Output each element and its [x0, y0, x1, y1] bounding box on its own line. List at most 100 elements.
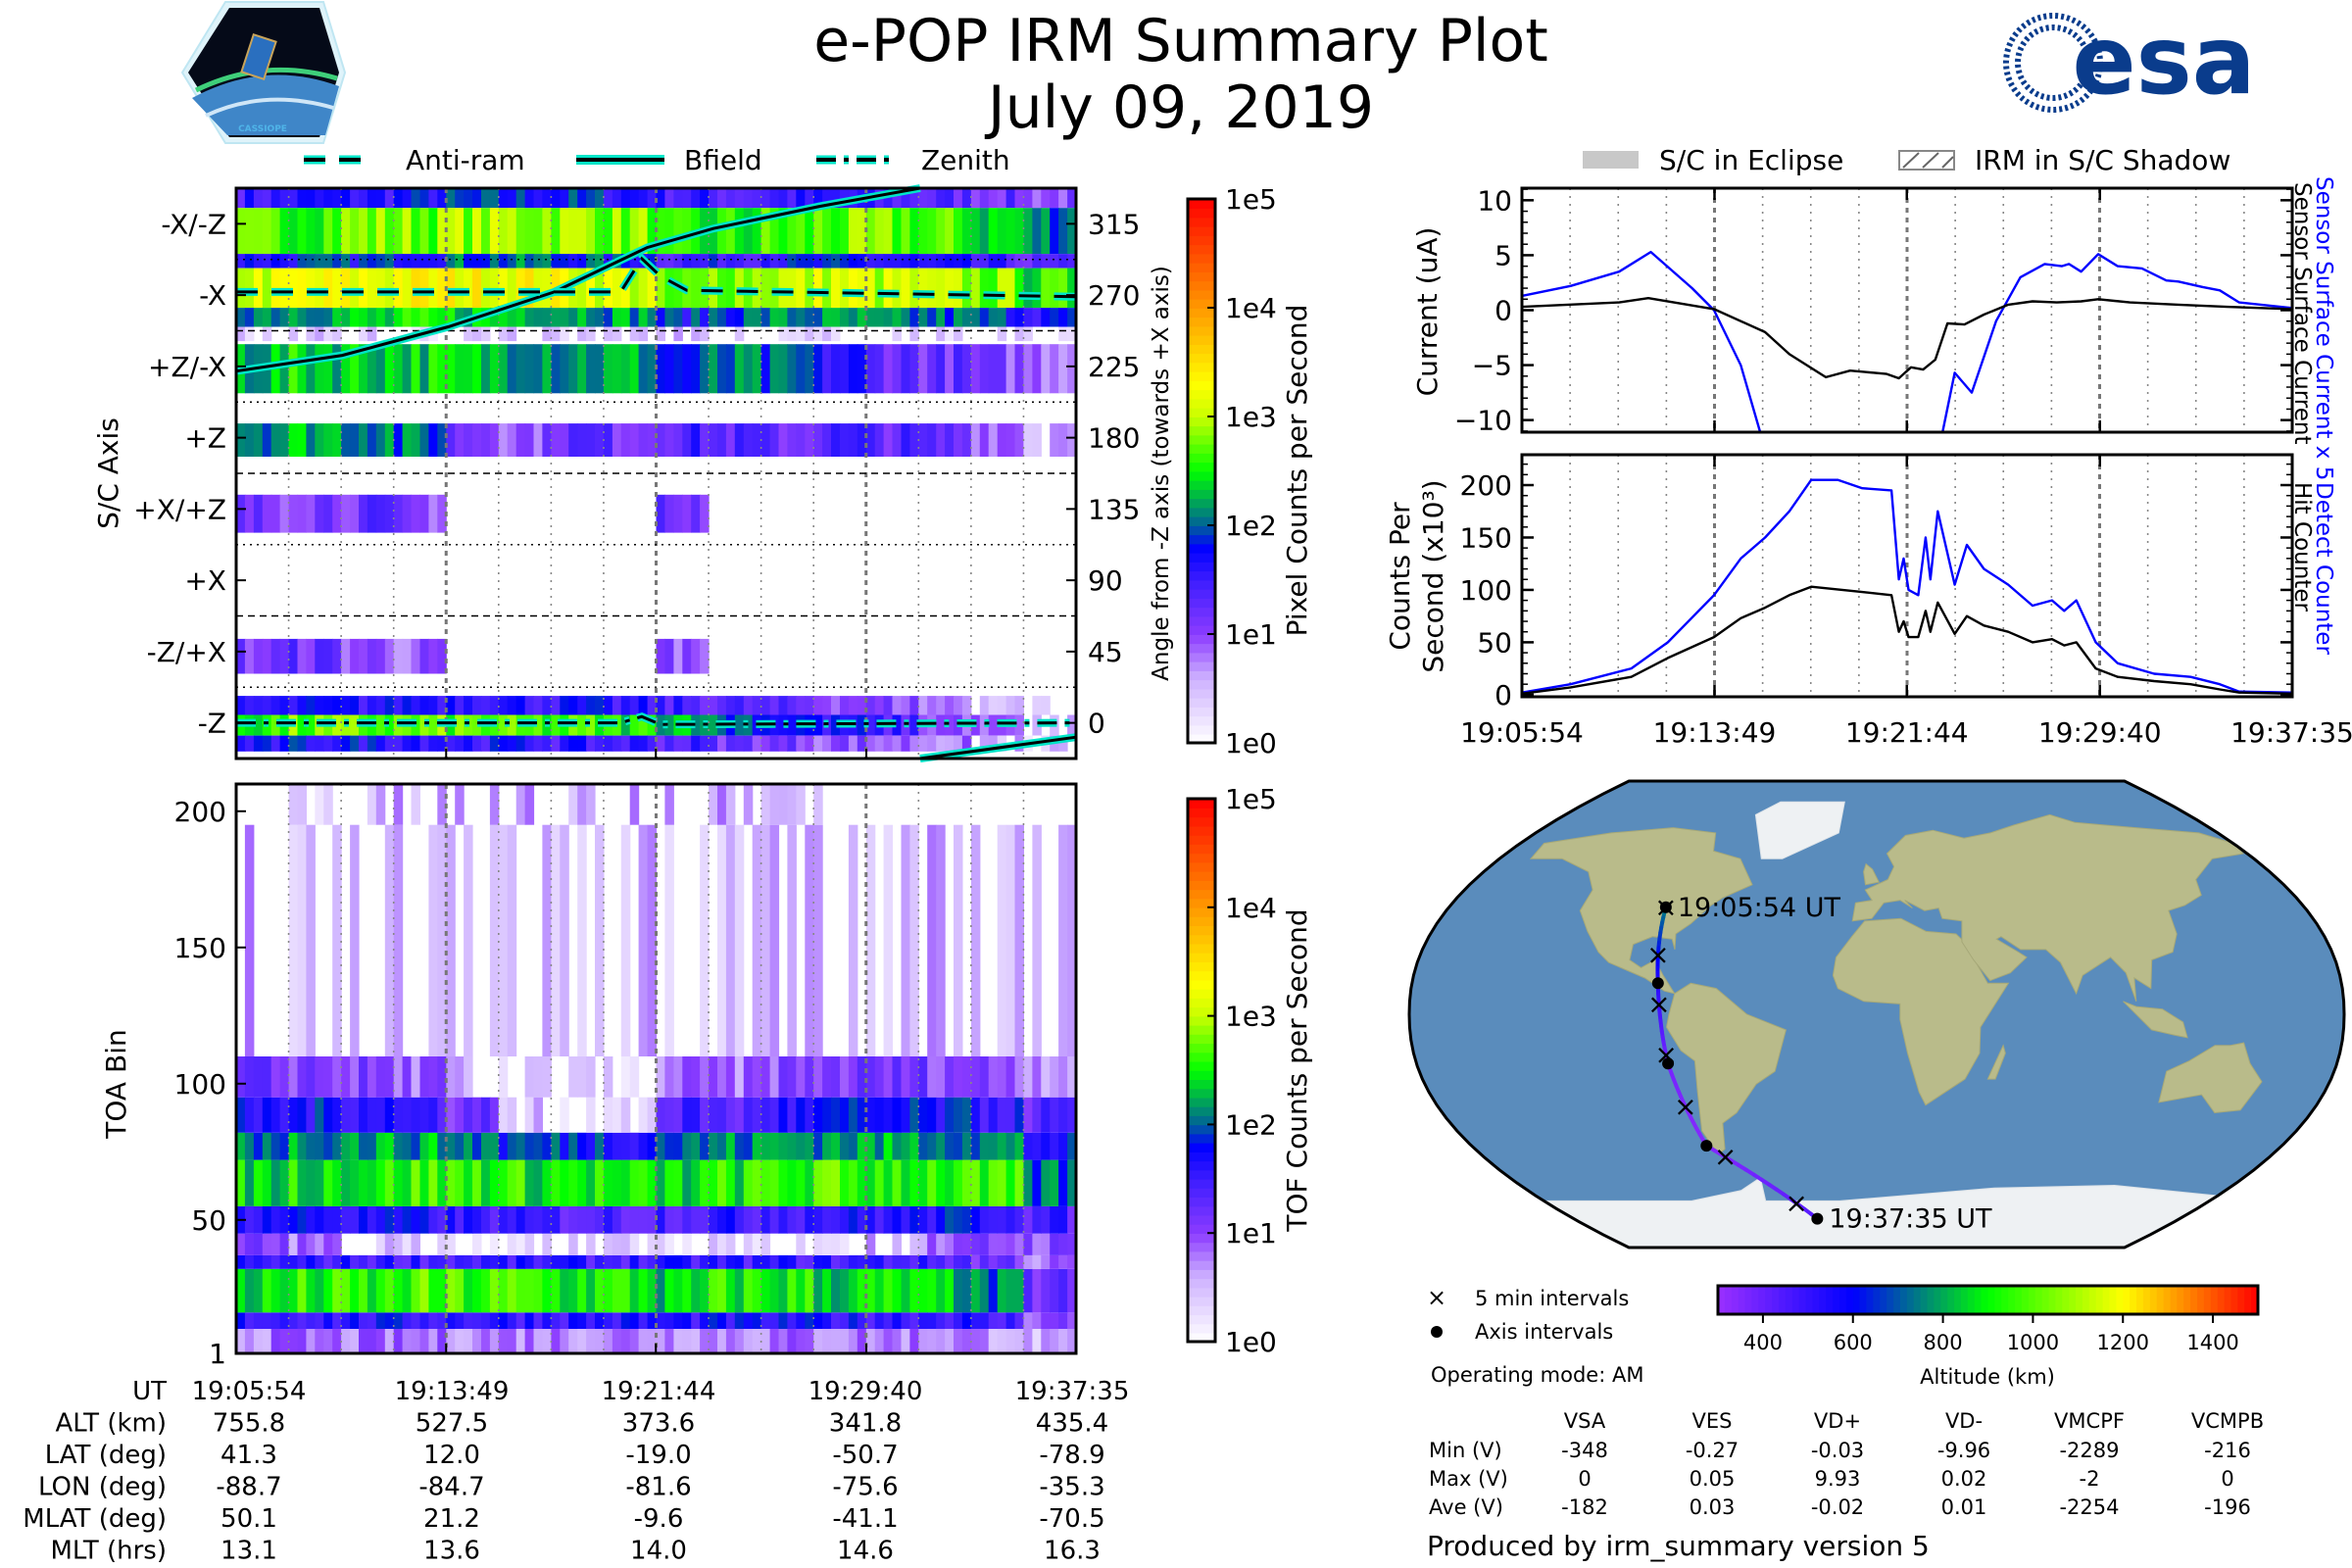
- colorbar-cell: [2021, 1286, 2030, 1314]
- heatmap-cell: [481, 208, 491, 255]
- heatmap-cell: [1032, 1312, 1042, 1329]
- heatmap-cell: [586, 1097, 596, 1133]
- heatmap-cell: [341, 1312, 351, 1329]
- heatmap-cell: [253, 1056, 264, 1098]
- heatmap-cell: [236, 208, 246, 255]
- operating-mode: Operating mode: AM: [1431, 1363, 1643, 1387]
- heatmap-cell: [262, 188, 272, 209]
- heatmap-cell: [725, 1268, 736, 1313]
- heatmap-cell: [586, 188, 596, 209]
- heatmap-cell: [673, 696, 683, 715]
- heatmap-cell: [375, 308, 386, 327]
- heatmap-cell: [341, 1097, 351, 1133]
- heatmap-cell: [489, 423, 500, 457]
- heatmap-cell: [577, 1205, 587, 1234]
- colorbar-cell: [1188, 543, 1215, 554]
- heatmap-cell: [306, 1159, 316, 1206]
- heatmap-cell: [384, 1159, 395, 1206]
- heatmap-cell: [603, 308, 613, 327]
- heatmap-cell: [507, 268, 517, 308]
- orbit-info-table: UT 19:05:54 19:13:49 19:21:44 19:29:40 19:37:…: [23, 1377, 1129, 1566]
- heatmap-cell: [1005, 1268, 1016, 1313]
- heatmap-cell: [1014, 1132, 1024, 1160]
- heatmap-cell: [306, 1132, 316, 1160]
- heatmap-cell: [682, 494, 692, 533]
- heatmap-cell: [455, 1205, 465, 1234]
- heatmap-cell: [279, 308, 290, 327]
- heatmap-cell: [236, 1254, 246, 1269]
- heatmap-cell: [253, 1205, 264, 1234]
- heatmap-cell: [411, 735, 420, 752]
- heatmap-cell: [507, 208, 517, 255]
- heatmap-cell: [323, 1254, 333, 1269]
- heatmap-cell: [979, 696, 990, 715]
- heatmap-cell: [515, 1329, 526, 1353]
- heatmap-cell: [481, 254, 491, 269]
- heatmap-cell: [507, 344, 517, 394]
- colorbar-cell: [1188, 688, 1215, 699]
- heatmap-cell: [901, 188, 910, 209]
- heatmap-cell: [1032, 824, 1042, 1056]
- heatmap-cell: [857, 714, 867, 736]
- heatmap-cell: [455, 268, 465, 308]
- legend-bfield-label: Bfield: [684, 144, 762, 176]
- heatmap-cell: [507, 1312, 517, 1329]
- heatmap-cell: [306, 308, 316, 327]
- heatmap-cell: [577, 1312, 587, 1329]
- heatmap-cell: [656, 714, 665, 736]
- heatmap-cell: [612, 208, 622, 255]
- colorbar-cell: [1188, 934, 1215, 945]
- heatmap-cell: [638, 696, 649, 715]
- heatmap-cell: [236, 188, 246, 209]
- heatmap-cell: [936, 714, 946, 736]
- heatmap-cell: [402, 1205, 413, 1234]
- series-line-sensor-surface-current: [1521, 297, 2293, 380]
- heatmap-cell: [419, 1205, 429, 1234]
- heatmap-cell: [270, 308, 281, 327]
- colorbar-cell: [1785, 1286, 1793, 1314]
- heatmap-cell: [700, 494, 710, 533]
- colorbar-cell: [1188, 389, 1215, 400]
- heatmap-cell: [568, 784, 578, 825]
- angle-axis-label: Angle from -Z axis (towards +X axis): [1149, 266, 1174, 681]
- heatmap-cell: [961, 735, 972, 752]
- heatmap-cell: [446, 1132, 456, 1160]
- heatmap-cell: [560, 208, 569, 255]
- heatmap-cell: [472, 1205, 482, 1234]
- heatmap-cell: [743, 1329, 754, 1353]
- heatmap-cell: [883, 1254, 894, 1269]
- heatmap-cell: [603, 696, 613, 715]
- heatmap-cell: [586, 254, 596, 269]
- heatmap-cell: [288, 696, 299, 715]
- heatmap-cell: [542, 1312, 552, 1329]
- heatmap-cell: [664, 208, 674, 255]
- heatmap-cell: [253, 308, 264, 327]
- heatmap-cell: [419, 208, 429, 255]
- heatmap-cell: [515, 1205, 526, 1234]
- colorbar-cell: [1188, 1242, 1215, 1252]
- heatmap-cell: [734, 188, 745, 209]
- heatmap-cell: [359, 1132, 368, 1160]
- heatmap-cell: [743, 696, 754, 715]
- heatmap-cell: [359, 423, 368, 457]
- heatmap-cell: [489, 735, 500, 752]
- axis-interval-marker: [1651, 977, 1664, 990]
- heatmap-cell: [384, 696, 395, 715]
- heatmap-cell: [918, 1132, 928, 1160]
- heatmap-cell: [323, 1268, 333, 1313]
- heatmap-cell: [367, 254, 377, 269]
- heatmap-cell: [402, 696, 413, 715]
- heatmap-cell: [691, 1205, 701, 1234]
- heatmap-cell: [306, 208, 316, 255]
- heatmap-cell: [805, 1329, 814, 1353]
- colorbar-cell: [1188, 1287, 1215, 1298]
- heatmap-cell: [279, 1268, 290, 1313]
- heatmap-cell: [270, 735, 281, 752]
- heatmap-cell: [664, 735, 674, 752]
- colorbar-cell: [1188, 425, 1215, 436]
- voltage-table-header: VCMPB: [2191, 1409, 2264, 1433]
- y-tick-label: 10: [1477, 184, 1512, 217]
- heatmap-cell: [551, 326, 561, 342]
- heatmap-cell: [603, 1056, 613, 1098]
- heatmap-cell: [577, 1132, 587, 1160]
